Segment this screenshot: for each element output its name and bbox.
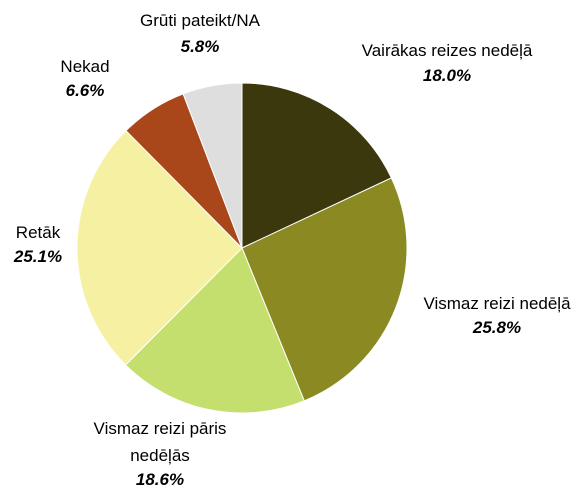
pie-slice <box>182 82 243 249</box>
slice-label: Vismaz reizi pāris nedēļās <box>93 419 227 465</box>
pie-slice <box>241 177 408 402</box>
pie-slice <box>76 129 243 366</box>
value-label: 18.0% <box>422 66 472 85</box>
pie-slice <box>241 82 393 249</box>
value-label: 5.8% <box>180 37 220 56</box>
slice-label: Vismaz reizi nedēļā <box>423 294 571 313</box>
slice-label: Vairākas reizes nedēļā <box>361 41 533 60</box>
slice-label: Retāk <box>15 223 61 242</box>
value-label: 18.6% <box>135 470 185 489</box>
slice-label: Nekad <box>60 57 110 76</box>
value-label: 25.8% <box>472 318 522 337</box>
pie-slice <box>124 247 305 414</box>
value-label: 6.6% <box>65 81 105 100</box>
value-label: 25.1% <box>13 247 63 266</box>
slice-label: Grūti pateikt/NA <box>140 11 260 30</box>
